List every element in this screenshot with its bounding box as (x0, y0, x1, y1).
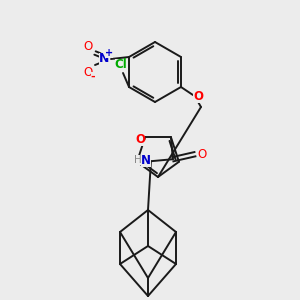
Text: O: O (193, 89, 203, 103)
Text: Cl: Cl (115, 58, 128, 71)
Text: O: O (83, 65, 93, 79)
Text: +: + (105, 48, 113, 58)
Text: N: N (99, 52, 109, 65)
Text: N: N (141, 154, 151, 167)
Text: O: O (83, 40, 93, 52)
Text: -: - (91, 72, 95, 82)
Text: O: O (197, 148, 207, 161)
Text: H: H (134, 155, 142, 165)
Text: O: O (135, 133, 145, 146)
